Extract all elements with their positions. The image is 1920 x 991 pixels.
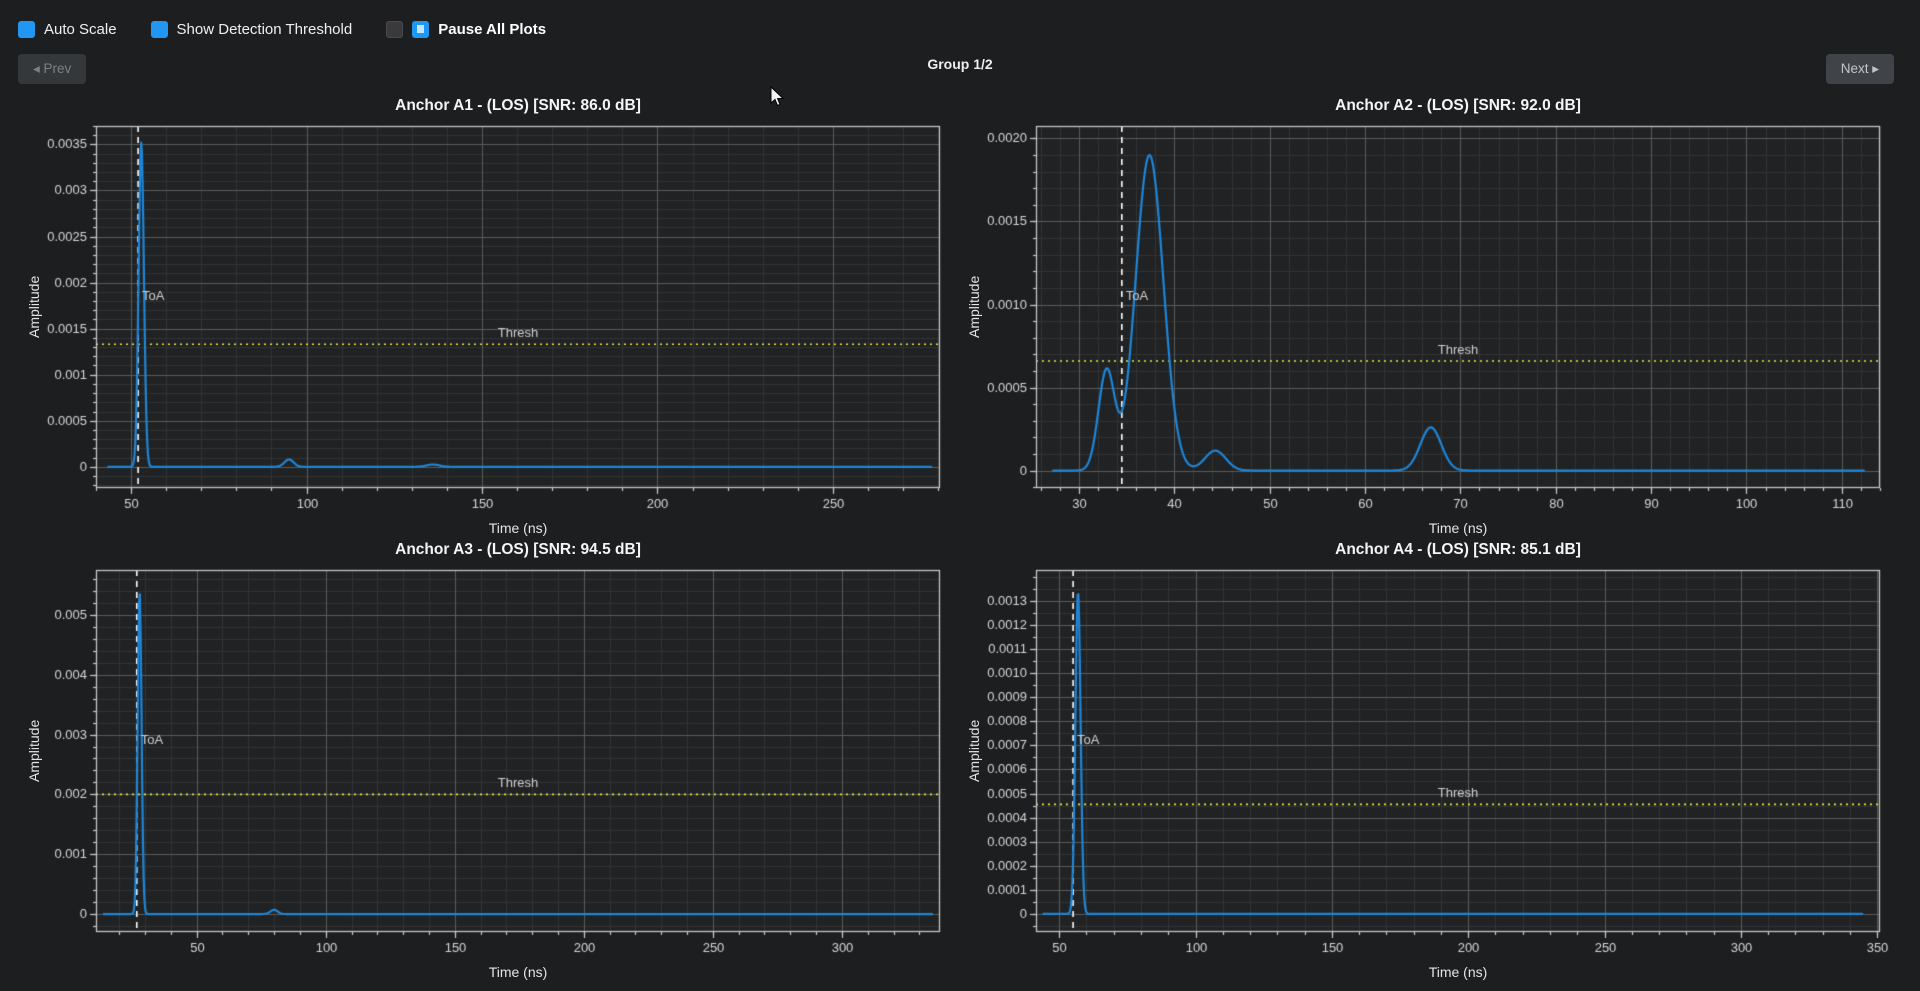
toolbar: Auto Scale Show Detection Threshold Paus… (0, 0, 1920, 42)
show-detection-threshold-checkbox[interactable]: Show Detection Threshold (150, 20, 353, 38)
checkbox-icon[interactable] (18, 20, 35, 38)
auto-scale-checkbox[interactable]: Auto Scale (18, 20, 117, 38)
plot-canvas-a3[interactable] (26, 562, 954, 982)
chart-title: Anchor A3 - (LOS) [SNR: 94.5 dB] (395, 541, 641, 558)
chart-anchor-a1: Anchor A1 - (LOS) [SNR: 86.0 dB] Amplitu… (26, 94, 954, 538)
group-page-indicator: Group 1/2 (927, 56, 993, 72)
auto-scale-label: Auto Scale (44, 20, 117, 38)
y-axis-label: Amplitude (966, 719, 982, 783)
pause-all-plots-label: Pause All Plots (438, 20, 547, 38)
chart-anchor-a3: Anchor A3 - (LOS) [SNR: 94.5 dB] Amplitu… (26, 538, 954, 982)
group-navbar: ◂ Prev Group 1/2 Next ▸ (0, 42, 1920, 88)
x-axis-label: Time (ns) (1428, 964, 1488, 980)
x-axis-label: Time (ns) (488, 964, 548, 980)
y-axis-label: Amplitude (966, 275, 982, 339)
next-button[interactable]: Next ▸ (1825, 54, 1894, 84)
chart-title: Anchor A1 - (LOS) [SNR: 86.0 dB] (395, 97, 641, 114)
chart-anchor-a2: Anchor A2 - (LOS) [SNR: 92.0 dB] Amplitu… (966, 94, 1894, 538)
plot-canvas-a2[interactable] (966, 118, 1894, 538)
x-axis-label: Time (ns) (488, 520, 548, 536)
show-detection-threshold-label: Show Detection Threshold (176, 20, 353, 38)
charts-grid: Anchor A1 - (LOS) [SNR: 86.0 dB] Amplitu… (0, 94, 1920, 982)
chart-title: Anchor A2 - (LOS) [SNR: 92.0 dB] (1335, 97, 1581, 114)
checkbox-icon[interactable] (386, 20, 404, 38)
prev-button[interactable]: ◂ Prev (18, 54, 87, 84)
pause-icon (412, 20, 430, 38)
chart-title: Anchor A4 - (LOS) [SNR: 85.1 dB] (1335, 541, 1581, 558)
chart-anchor-a4: Anchor A4 - (LOS) [SNR: 85.1 dB] Amplitu… (966, 538, 1894, 982)
pause-all-plots-checkbox[interactable]: Pause All Plots (386, 20, 547, 38)
x-axis-label: Time (ns) (1428, 520, 1488, 536)
plot-canvas-a4[interactable] (966, 562, 1894, 982)
y-axis-label: Amplitude (26, 275, 42, 339)
checkbox-icon[interactable] (150, 20, 168, 38)
y-axis-label: Amplitude (26, 719, 42, 783)
plot-canvas-a1[interactable] (26, 118, 954, 538)
